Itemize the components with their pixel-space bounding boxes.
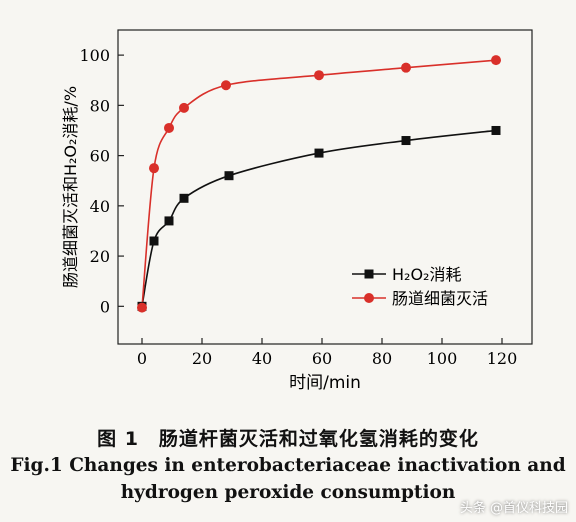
x-tick-label: 80: [372, 349, 392, 368]
data-point: [224, 171, 234, 181]
data-point: [179, 193, 189, 203]
y-axis-label: 肠道细菌灭活和H₂O₂消耗/%: [61, 86, 80, 288]
x-tick-label: 120: [487, 349, 518, 368]
y-tick-label: 20: [90, 247, 110, 266]
y-tick-label: 100: [79, 46, 110, 65]
x-tick-label: 0: [137, 349, 147, 368]
y-tick-label: 0: [100, 297, 110, 316]
data-point: [179, 102, 189, 113]
legend-label: 肠道细菌灭活: [392, 289, 488, 308]
data-point: [149, 163, 159, 174]
legend-label: H₂O₂消耗: [392, 265, 461, 284]
x-tick-label: 20: [192, 349, 212, 368]
legend-marker: [364, 269, 374, 279]
series-markers: [137, 55, 501, 313]
plot-frame: [117, 29, 533, 345]
data-point: [149, 236, 159, 246]
data-point: [401, 136, 411, 146]
axis-ticks: 0 20 40 60 80 100 120 0 20 40 60 80 100: [79, 46, 517, 368]
y-tick-label: 40: [90, 197, 110, 216]
y-tick-label: 60: [90, 147, 110, 166]
y-tick-label: 80: [90, 96, 110, 115]
caption-english: Fig.1 Changes in enterobacteriaceae inac…: [0, 452, 576, 506]
data-point: [137, 302, 147, 313]
data-point: [221, 80, 231, 91]
data-point: [491, 125, 501, 135]
caption-chinese: 图 1 肠道杆菌灭活和过氧化氢消耗的变化: [97, 428, 479, 450]
data-point: [164, 216, 174, 226]
x-tick-label: 40: [252, 349, 272, 368]
caption-english-line-1: Fig.1 Changes in enterobacteriaceae inac…: [10, 455, 566, 476]
caption-english-line-2: hydrogen peroxide consumption: [120, 482, 456, 503]
data-point: [314, 148, 324, 158]
data-point: [314, 70, 324, 81]
data-point: [401, 62, 411, 73]
x-tick-label: 60: [312, 349, 332, 368]
data-point: [491, 55, 501, 66]
x-axis-label: 时间/min: [289, 373, 361, 393]
watermark: 头条 @首仪科技园: [459, 501, 568, 516]
data-point: [164, 122, 174, 133]
x-tick-label: 100: [427, 349, 458, 368]
legend-marker: [364, 293, 374, 303]
